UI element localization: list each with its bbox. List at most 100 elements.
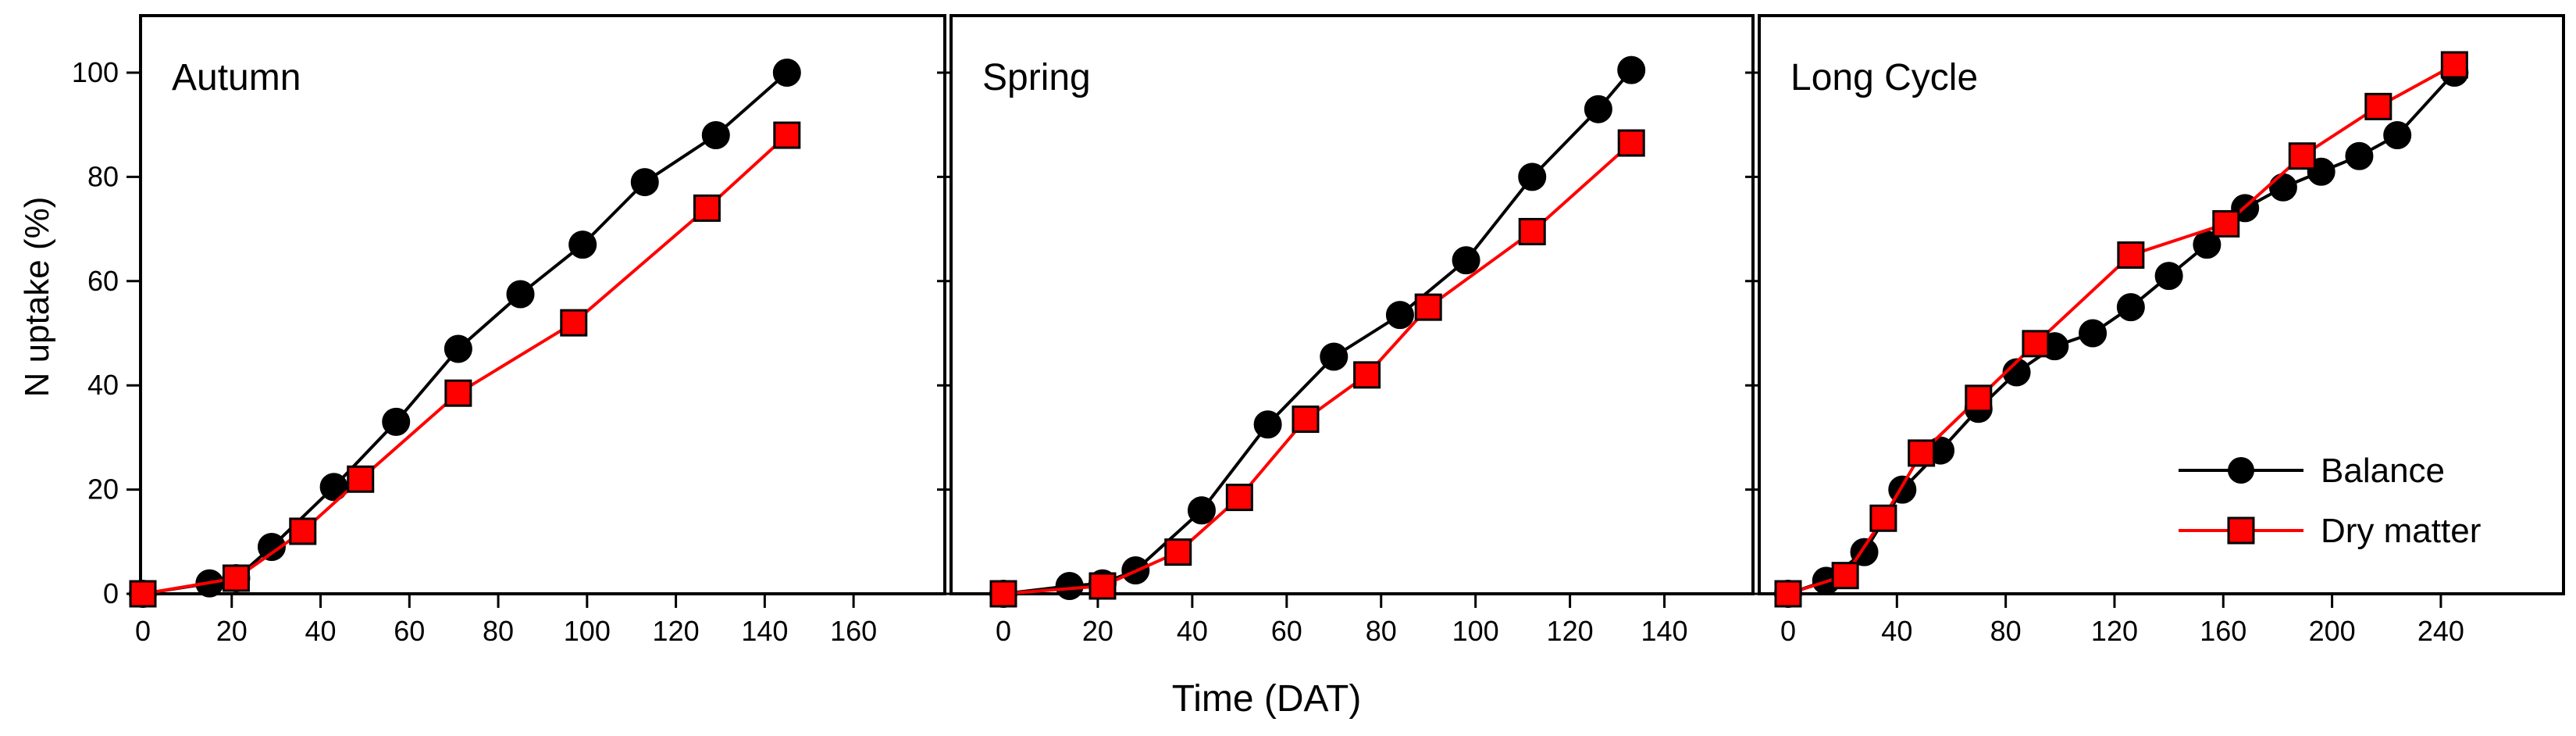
data-point <box>1187 496 1216 525</box>
legend-marker <box>2227 516 2255 545</box>
y-tick-label: 60 <box>87 265 119 297</box>
panel-1: Spring 0 20 40 60 80 100 120 140 <box>937 14 1755 647</box>
data-point <box>382 407 411 436</box>
data-point <box>1088 572 1117 600</box>
data-point <box>1584 95 1612 123</box>
data-point <box>1908 439 1936 467</box>
data-point <box>1055 571 1084 600</box>
data-point <box>1774 580 1802 608</box>
data-point <box>2364 92 2393 120</box>
data-point <box>1518 163 1547 191</box>
x-tick-label: 120 <box>653 615 700 647</box>
data-point <box>2212 209 2240 238</box>
series-line <box>142 134 789 595</box>
x-tick-label: 80 <box>1366 615 1397 647</box>
legend: Balance Dry matter <box>2179 452 2481 550</box>
x-tick-label: 0 <box>135 615 151 647</box>
y-tick-label: 40 <box>87 369 119 401</box>
panel-title: Long Cycle <box>1790 57 1978 98</box>
data-point <box>1414 293 1442 321</box>
x-tick-label: 120 <box>1547 615 1594 647</box>
x-tick-label: 140 <box>741 615 788 647</box>
data-point <box>2022 330 2050 358</box>
x-tick-label: 100 <box>564 615 611 647</box>
x-tick-label: 60 <box>394 615 425 647</box>
data-point <box>630 168 659 197</box>
x-axis-label: Time (DAT) <box>1172 678 1362 720</box>
x-tick-label: 120 <box>2091 615 2138 647</box>
data-point <box>2117 241 2145 269</box>
panel-title: Spring <box>982 57 1091 98</box>
data-point <box>444 379 472 407</box>
data-point <box>222 564 250 592</box>
panel-frame <box>139 14 946 595</box>
y-tick-label: 80 <box>87 160 119 192</box>
panel-0: Autumn 0 20 40 60 80 100 120 140 160 0 20 40 60 80 100 <box>72 14 946 647</box>
series-dry-matter <box>989 129 1645 608</box>
data-point <box>1831 562 1859 590</box>
y-axis-label: N uptake (%) <box>18 197 56 398</box>
data-point <box>560 309 588 337</box>
legend-label: Dry matter <box>2321 512 2481 550</box>
data-point <box>1353 361 1381 389</box>
series-line <box>1003 141 1633 595</box>
x-tick-label: 160 <box>2200 615 2246 647</box>
data-point <box>2288 142 2316 170</box>
data-point <box>506 280 535 309</box>
data-point <box>693 194 721 222</box>
series-line <box>1003 69 1633 595</box>
series-balance <box>129 59 801 608</box>
y-tick-label: 0 <box>103 577 119 609</box>
x-tick-label: 20 <box>1082 615 1113 647</box>
data-point <box>1253 410 1282 439</box>
legend-entry: Balance <box>2179 452 2445 490</box>
data-point <box>444 334 472 363</box>
panel-2: Long Cycle 0 40 80 120 160 200 240 <box>1745 14 2565 647</box>
x-tick-label: 160 <box>830 615 877 647</box>
y-tick-label: 100 <box>72 56 119 88</box>
data-point <box>2268 173 2297 202</box>
x-tick-label: 0 <box>996 615 1011 647</box>
series-dry-matter <box>1774 51 2468 608</box>
data-point <box>2002 358 2031 387</box>
panel-frame <box>950 14 1755 595</box>
data-point <box>1292 406 1320 434</box>
data-point <box>1385 301 1414 330</box>
series-line <box>142 71 789 595</box>
data-point <box>1320 342 1349 371</box>
data-point <box>2079 319 2107 348</box>
x-tick-label: 80 <box>1990 615 2022 647</box>
x-tick-label: 240 <box>2417 615 2464 647</box>
x-tick-label: 140 <box>1641 615 1687 647</box>
data-point <box>1518 217 1546 245</box>
data-point <box>1225 484 1253 512</box>
x-tick-label: 20 <box>216 615 248 647</box>
x-tick-label: 40 <box>1881 615 1912 647</box>
data-point <box>129 580 157 608</box>
data-point <box>1617 129 1645 157</box>
y-tick-label: 20 <box>87 473 119 506</box>
data-point <box>347 465 375 493</box>
data-point <box>289 517 317 545</box>
data-point <box>568 230 597 259</box>
data-point <box>989 580 1017 608</box>
panel-title: Autumn <box>172 57 301 98</box>
data-point <box>1452 246 1480 275</box>
x-tick-label: 200 <box>2309 615 2356 647</box>
data-point <box>2440 51 2468 79</box>
x-tick-label: 100 <box>1452 615 1499 647</box>
data-point <box>2116 293 2145 322</box>
data-point <box>1617 55 1646 84</box>
x-tick-label: 40 <box>305 615 337 647</box>
x-tick-label: 80 <box>483 615 514 647</box>
legend-label: Balance <box>2321 452 2445 490</box>
data-point <box>772 59 801 87</box>
x-tick-label: 0 <box>1780 615 1796 647</box>
x-tick-label: 40 <box>1177 615 1208 647</box>
data-point <box>773 121 801 149</box>
x-tick-label: 60 <box>1271 615 1302 647</box>
data-point <box>701 121 730 150</box>
data-point <box>2154 262 2183 291</box>
